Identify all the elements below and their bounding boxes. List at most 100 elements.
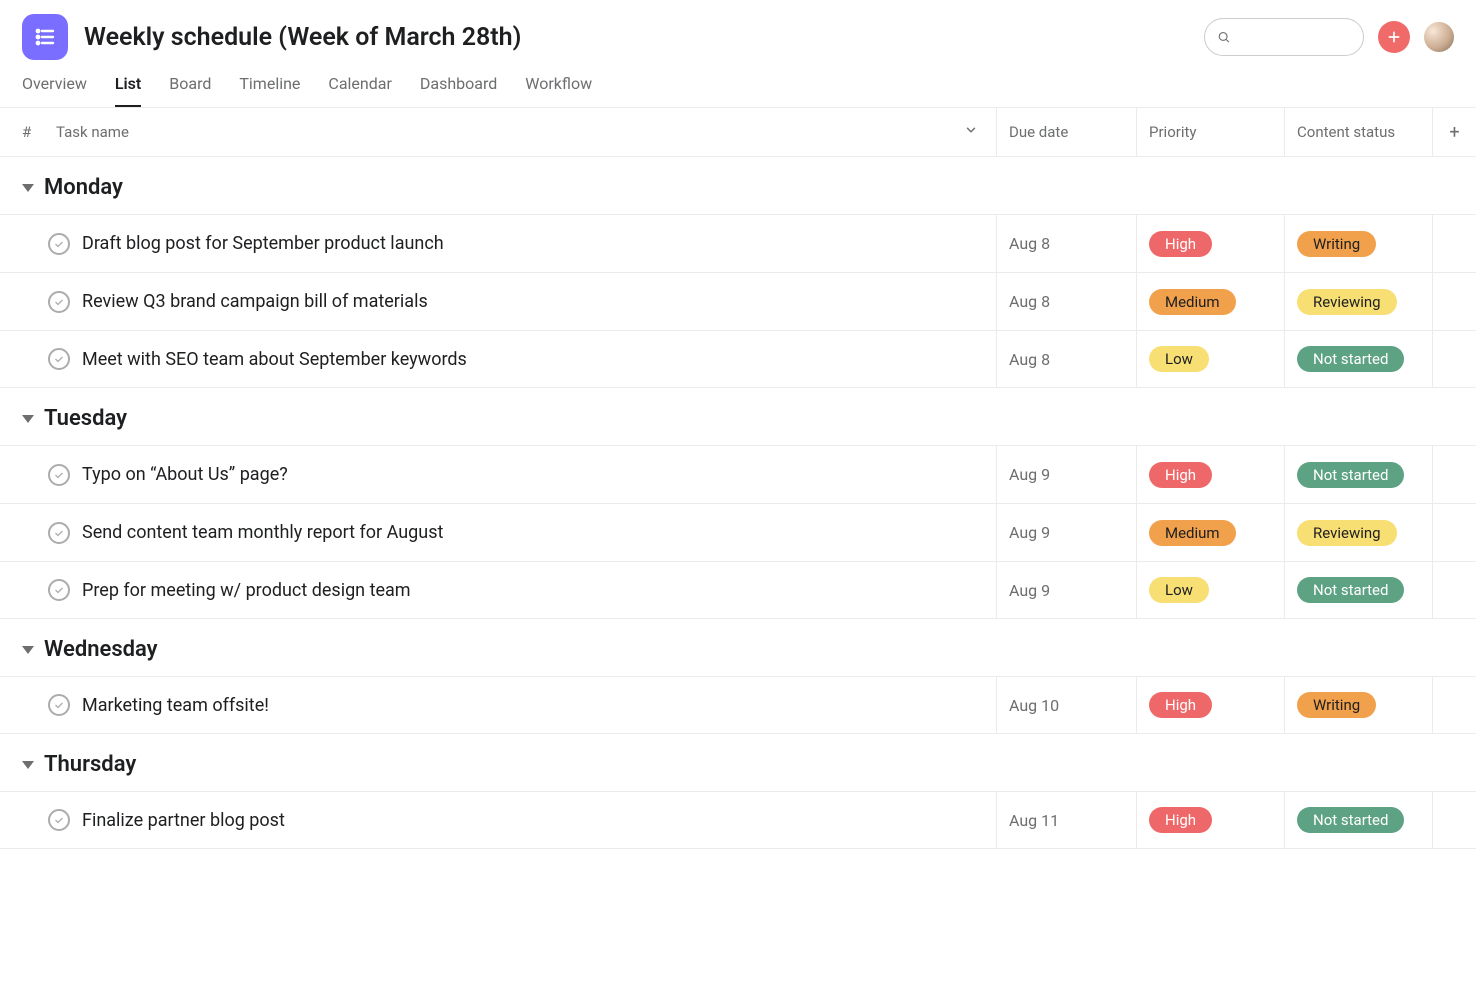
priority-cell[interactable]: Low [1136,331,1284,387]
priority-cell[interactable]: Medium [1136,273,1284,330]
row-end [1432,446,1476,503]
task-row[interactable]: Prep for meeting w/ product design teamA… [0,561,1476,619]
tab-overview[interactable]: Overview [22,74,87,107]
due-date[interactable]: Aug 8 [996,331,1136,387]
task-row[interactable]: Typo on “About Us” page?Aug 9 High Not sta… [0,445,1476,503]
status-cell[interactable]: Reviewing [1284,504,1432,561]
status-cell[interactable]: Writing [1284,677,1432,733]
complete-checkbox[interactable] [48,579,70,601]
row-end [1432,215,1476,272]
page-title: Weekly schedule (Week of March 28th) [84,23,521,52]
caret-down-icon [22,646,34,654]
status-cell[interactable]: Writing [1284,215,1432,272]
task-name[interactable]: Prep for meeting w/ product design team [82,580,996,601]
priority-cell[interactable]: High [1136,446,1284,503]
task-row[interactable]: Finalize partner blog postAug 11 High Not … [0,791,1476,849]
status-pill: Not started [1297,462,1404,488]
status-cell[interactable]: Reviewing [1284,273,1432,330]
task-row[interactable]: Draft blog post for September product la… [0,214,1476,272]
status-cell[interactable]: Not started [1284,562,1432,618]
section-header[interactable]: Wednesday [0,619,1476,676]
add-button[interactable] [1378,21,1410,53]
priority-pill: Medium [1149,520,1236,546]
due-date[interactable]: Aug 8 [996,215,1136,272]
section-title: Thursday [44,752,136,777]
due-date[interactable]: Aug 11 [996,792,1136,848]
task-name[interactable]: Draft blog post for September product la… [82,233,996,254]
tab-timeline[interactable]: Timeline [239,74,300,107]
section-header[interactable]: Tuesday [0,388,1476,445]
complete-checkbox[interactable] [48,291,70,313]
plus-icon [1386,29,1402,45]
complete-checkbox[interactable] [48,522,70,544]
status-pill: Not started [1297,577,1404,603]
priority-cell[interactable]: High [1136,215,1284,272]
add-column-button[interactable]: + [1432,108,1476,156]
task-name[interactable]: Review Q3 brand campaign bill of materia… [82,291,996,312]
complete-checkbox[interactable] [48,348,70,370]
col-taskname[interactable]: Task name [56,123,996,141]
priority-cell[interactable]: High [1136,792,1284,848]
task-name[interactable]: Marketing team offsite! [82,695,996,716]
due-date[interactable]: Aug 9 [996,504,1136,561]
task-row[interactable]: Meet with SEO team about September keywo… [0,330,1476,388]
status-cell[interactable]: Not started [1284,331,1432,387]
priority-pill: High [1149,807,1212,833]
section-title: Wednesday [44,637,158,662]
task-row[interactable]: Marketing team offsite!Aug 10 High Writing [0,676,1476,734]
project-icon[interactable] [22,14,68,60]
task-row[interactable]: Send content team monthly report for Aug… [0,503,1476,561]
tab-list[interactable]: List [115,74,141,107]
section-title: Tuesday [44,406,127,431]
task-row[interactable]: Review Q3 brand campaign bill of materia… [0,272,1476,330]
status-pill: Reviewing [1297,520,1397,546]
col-number: # [22,123,56,141]
priority-pill: High [1149,692,1212,718]
search-input[interactable] [1238,29,1351,45]
status-pill: Writing [1297,692,1376,718]
due-date[interactable]: Aug 9 [996,446,1136,503]
due-date[interactable]: Aug 8 [996,273,1136,330]
task-name[interactable]: Send content team monthly report for Aug… [82,522,996,543]
status-pill: Reviewing [1297,289,1397,315]
due-date[interactable]: Aug 9 [996,562,1136,618]
task-name[interactable]: Typo on “About Us” page? [82,464,996,485]
status-cell[interactable]: Not started [1284,792,1432,848]
row-end [1432,792,1476,848]
status-cell[interactable]: Not started [1284,446,1432,503]
due-date[interactable]: Aug 10 [996,677,1136,733]
tab-workflow[interactable]: Workflow [525,74,592,107]
task-name[interactable]: Meet with SEO team about September keywo… [82,349,996,370]
tab-board[interactable]: Board [169,74,211,107]
caret-down-icon [22,761,34,769]
row-end [1432,331,1476,387]
row-end [1432,562,1476,618]
priority-cell[interactable]: High [1136,677,1284,733]
complete-checkbox[interactable] [48,233,70,255]
complete-checkbox[interactable] [48,694,70,716]
priority-cell[interactable]: Medium [1136,504,1284,561]
tab-dashboard[interactable]: Dashboard [420,74,497,107]
columns-header: # Task name Due date Priority Content st… [0,107,1476,157]
tab-calendar[interactable]: Calendar [328,74,391,107]
search-input-wrap[interactable] [1204,18,1364,56]
avatar[interactable] [1424,22,1454,52]
section-title: Monday [44,175,123,200]
col-status[interactable]: Content status [1284,108,1432,156]
caret-down-icon [22,415,34,423]
section-header[interactable]: Monday [0,157,1476,214]
section-header[interactable]: Thursday [0,734,1476,791]
status-pill: Not started [1297,346,1404,372]
chevron-down-icon[interactable] [964,123,978,141]
priority-cell[interactable]: Low [1136,562,1284,618]
task-name[interactable]: Finalize partner blog post [82,810,996,831]
view-tabs: Overview List Board Timeline Calendar Dashboa… [22,74,1454,107]
priority-pill: High [1149,462,1212,488]
caret-down-icon [22,184,34,192]
complete-checkbox[interactable] [48,809,70,831]
col-priority[interactable]: Priority [1136,108,1284,156]
complete-checkbox[interactable] [48,464,70,486]
status-pill: Writing [1297,231,1376,257]
col-due[interactable]: Due date [996,108,1136,156]
priority-pill: Low [1149,577,1209,603]
